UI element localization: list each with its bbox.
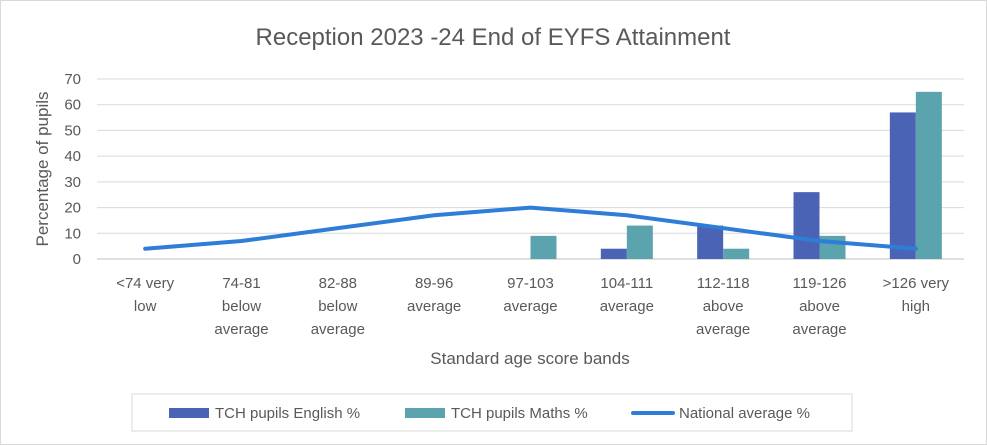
x-tick-label-line: average xyxy=(696,321,750,338)
gridlines xyxy=(97,78,964,260)
bar xyxy=(793,192,820,259)
x-tick-label-line: average xyxy=(792,321,846,338)
x-tick-label-line: average xyxy=(214,321,268,338)
x-tick-label-line: 104-111 xyxy=(600,275,653,292)
x-tick-label-line: 97-103 xyxy=(507,275,554,292)
y-tick-label: 50 xyxy=(64,122,81,139)
x-tick-label: 89-96 average xyxy=(407,275,461,315)
y-tick-label: 60 xyxy=(64,97,81,114)
x-tick-label-line: >126 very xyxy=(883,275,950,292)
x-tick-label-line: average xyxy=(503,298,557,315)
x-tick-label-line: high xyxy=(902,298,930,315)
legend-box xyxy=(131,393,853,432)
x-tick-label-line: average xyxy=(311,321,365,338)
x-tick-label-line: <74 very xyxy=(116,275,174,292)
x-tick-label-line: 82-88 xyxy=(319,275,357,292)
legend-label: TCH pupils Maths % xyxy=(451,405,588,422)
x-tick-label: 74-81 below average xyxy=(214,275,268,338)
x-tick-label: 112-118 above average xyxy=(696,275,750,338)
y-axis-title: Percentage of pupils xyxy=(33,92,52,247)
y-tick-label: 30 xyxy=(64,174,81,191)
x-tick-label-line: above xyxy=(703,298,744,315)
chart-title: Reception 2023 -24 End of EYFS Attainmen… xyxy=(256,24,731,51)
x-tick-label: 97-103 average xyxy=(503,275,557,315)
x-tick-label-line: average xyxy=(600,298,654,315)
legend: TCH pupils English % TCH pupils Maths % Na… xyxy=(131,393,853,432)
x-tick-label: 82-88 below average xyxy=(311,275,365,338)
x-tick-label-line: 119-126 xyxy=(793,275,847,292)
x-tick-label: 119-126 above average xyxy=(792,275,846,338)
bar xyxy=(600,248,627,259)
x-tick-label-line: low xyxy=(134,298,157,315)
y-tick-label: 40 xyxy=(64,148,81,165)
y-tick-label: 0 xyxy=(73,251,81,268)
bar xyxy=(723,248,750,259)
x-axis-ticks: <74 very low 74-81 below average 82-88 below av… xyxy=(116,275,949,338)
x-tick-label-line: 112-118 xyxy=(697,275,750,292)
x-tick-label-line: average xyxy=(407,298,461,315)
x-axis-title: Standard age score bands xyxy=(430,349,629,368)
x-tick-label-line: above xyxy=(799,298,840,315)
national-average-line xyxy=(143,205,918,251)
bars xyxy=(530,91,942,259)
y-tick-label: 70 xyxy=(64,71,81,88)
bar xyxy=(626,225,653,259)
y-tick-label: 10 xyxy=(64,225,81,242)
x-tick-label: >126 very high xyxy=(883,275,950,315)
x-tick-label-line: 89-96 xyxy=(415,275,453,292)
x-tick-label-line: below xyxy=(318,298,357,315)
legend-swatch xyxy=(169,408,209,418)
y-tick-label: 20 xyxy=(64,200,81,217)
y-axis-ticks: 0 10 20 30 40 50 60 70 xyxy=(64,71,81,268)
x-tick-label: <74 very low xyxy=(116,275,174,315)
bar xyxy=(697,225,724,259)
series-line xyxy=(143,205,918,251)
legend-swatch xyxy=(405,408,445,418)
bar xyxy=(915,91,942,259)
legend-label: National average % xyxy=(679,405,810,422)
x-tick-label-line: below xyxy=(222,298,261,315)
legend-label: TCH pupils English % xyxy=(215,405,360,422)
x-tick-label-line: 74-81 xyxy=(222,275,260,292)
x-tick-label: 104-111 average xyxy=(600,275,654,315)
bar xyxy=(889,112,916,259)
bar xyxy=(530,235,557,259)
